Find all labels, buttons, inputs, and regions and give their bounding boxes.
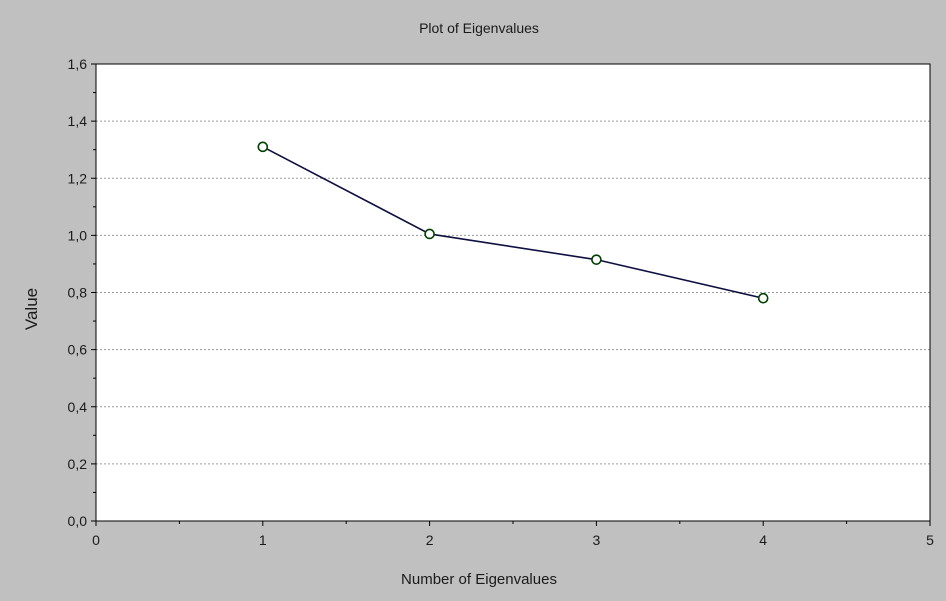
x-tick-label: 4 (759, 532, 767, 548)
data-point (591, 254, 602, 265)
y-tick-label: 1,4 (68, 113, 88, 129)
y-tick-label: 0,6 (68, 342, 88, 358)
data-point (257, 141, 269, 153)
x-axis-label: Number of Eigenvalues (401, 571, 557, 588)
x-tick-label: 3 (593, 532, 601, 548)
chart-title: Plot of Eigenvalues (419, 20, 539, 36)
x-tick-label: 0 (92, 532, 100, 548)
x-tick-label: 5 (926, 532, 934, 548)
y-tick-label: 0,0 (68, 513, 88, 529)
y-tick-label: 0,8 (68, 285, 88, 301)
series (257, 141, 769, 304)
y-tick-label: 1,2 (68, 170, 88, 186)
x-tick-label: 2 (426, 532, 434, 548)
data-point (757, 292, 769, 304)
series-line (262, 146, 764, 299)
y-tick-label: 1,0 (68, 227, 88, 243)
grid-lines (96, 120, 930, 465)
y-tick-label: 0,4 (68, 399, 88, 415)
y-axis-label: Value (22, 288, 41, 330)
y-tick-label: 1,6 (68, 56, 88, 72)
ticks: 0,0 0,2 0,4 0,6 0,8 1,0 1,2 1,4 1,6 0 1 2 3 4 5 (68, 56, 935, 548)
x-tick-label: 1 (259, 532, 267, 548)
data-point (424, 228, 435, 240)
y-tick-label: 0,2 (68, 456, 88, 472)
